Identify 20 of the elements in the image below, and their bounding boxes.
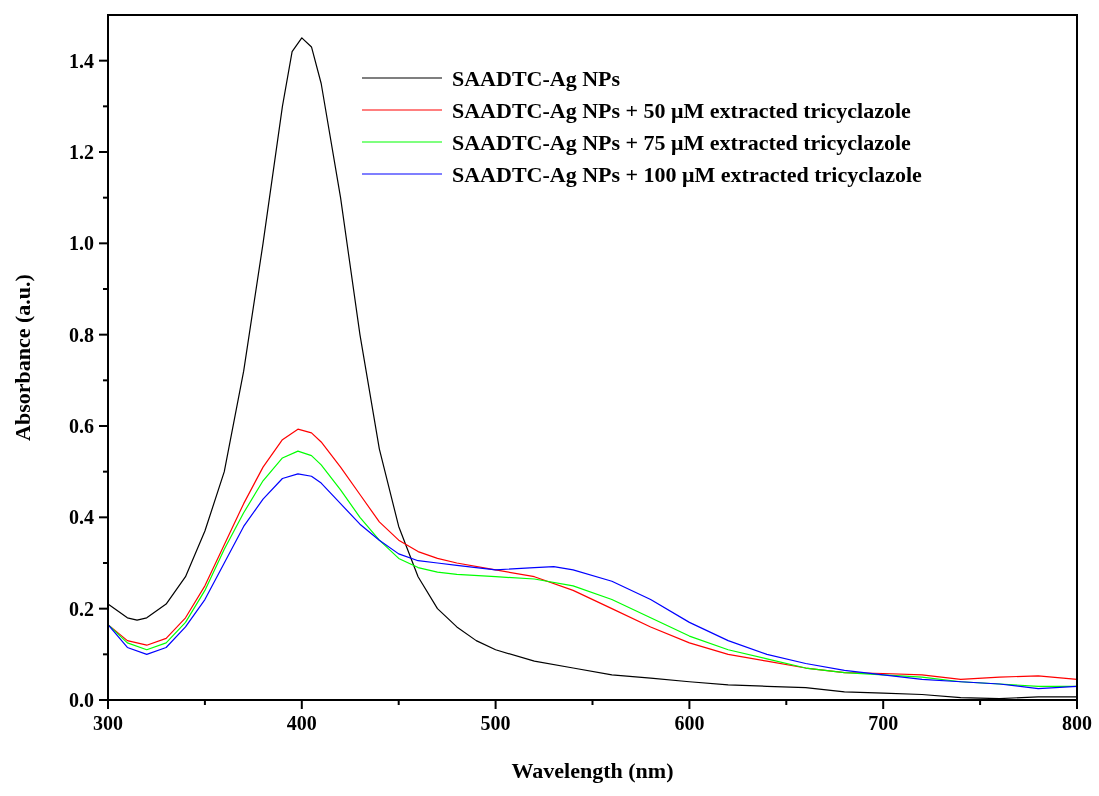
y-tick-label: 1.4 xyxy=(69,49,94,72)
y-tick-label: 0.6 xyxy=(69,415,94,437)
y-tick-label: 0.8 xyxy=(69,323,94,346)
x-tick-label: 300 xyxy=(93,712,123,734)
y-axis-title: Absorbance (a.u.) xyxy=(10,274,35,441)
y-tick-label: 0.0 xyxy=(69,689,94,711)
y-tick-label: 0.4 xyxy=(69,506,94,529)
y-tick-label: 1.0 xyxy=(69,232,94,255)
x-axis-title: Wavelength (nm) xyxy=(511,758,674,783)
legend-label: SAADTC-Ag NPs + 100 μM extracted tricyclazole xyxy=(452,161,922,187)
x-tick-label: 800 xyxy=(1062,712,1092,734)
x-tick-label: 500 xyxy=(480,712,511,734)
x-tick-label: 400 xyxy=(286,712,317,734)
y-tick-label: 1.2 xyxy=(69,141,94,163)
legend-label: SAADTC-Ag NPs + 50 μM extracted tricyclazole xyxy=(452,97,911,123)
x-tick-label: 700 xyxy=(868,712,899,734)
legend-label: SAADTC-Ag NPs + 75 μM extracted tricyclazole xyxy=(452,129,911,155)
legend-label: SAADTC-Ag NPs xyxy=(452,65,621,91)
y-tick-label: 0.2 xyxy=(69,597,94,620)
x-tick-label: 600 xyxy=(674,712,705,734)
